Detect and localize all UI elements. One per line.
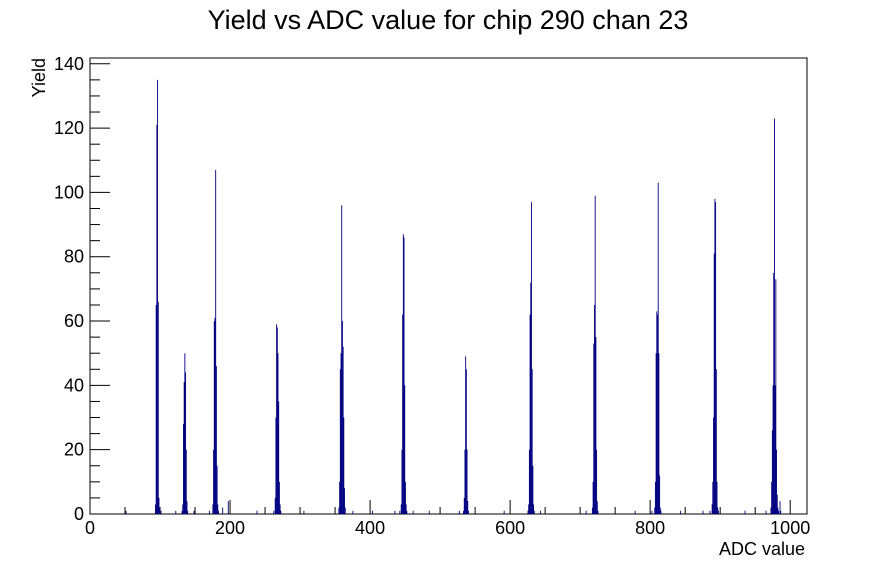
x-tick-label: 0 bbox=[85, 518, 95, 538]
y-tick-label: 80 bbox=[64, 247, 84, 267]
x-tick-label: 1000 bbox=[770, 518, 810, 538]
chart-title: Yield vs ADC value for chip 290 chan 23 bbox=[208, 5, 689, 35]
tick-labels: 0 200 400 600 800 1000 0 20 40 60 80 100 120 140 bbox=[54, 54, 810, 538]
plot-frame bbox=[89, 57, 808, 515]
y-tick-label: 100 bbox=[54, 182, 84, 202]
y-tick-label: 0 bbox=[74, 504, 84, 524]
y-tick-label: 120 bbox=[54, 118, 84, 138]
x-tick-label: 200 bbox=[215, 518, 245, 538]
y-tick-label: 140 bbox=[54, 54, 84, 74]
y-tick-label: 20 bbox=[64, 440, 84, 460]
histogram-series bbox=[125, 79, 782, 514]
x-tick-label: 400 bbox=[355, 518, 385, 538]
y-axis-label: Yield bbox=[29, 58, 49, 97]
axis-ticks bbox=[89, 63, 791, 515]
y-tick-label: 60 bbox=[64, 311, 84, 331]
x-tick-label: 600 bbox=[495, 518, 525, 538]
x-tick-label: 800 bbox=[635, 518, 665, 538]
x-axis-label: ADC value bbox=[719, 539, 805, 559]
y-tick-label: 40 bbox=[64, 375, 84, 395]
